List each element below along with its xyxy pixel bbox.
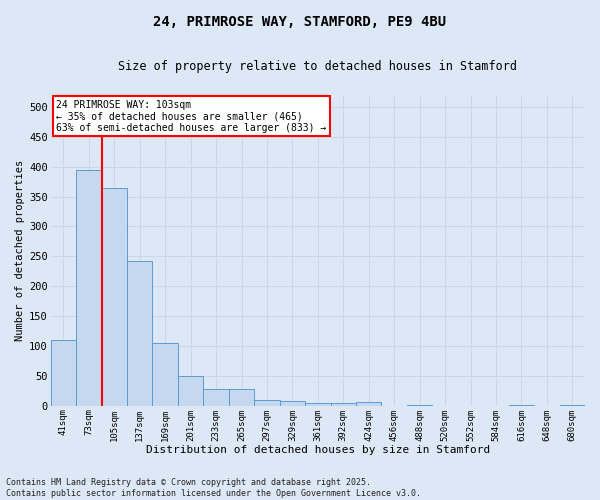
- X-axis label: Distribution of detached houses by size in Stamford: Distribution of detached houses by size …: [146, 445, 490, 455]
- Bar: [127, 261, 152, 406]
- Bar: [560, 404, 585, 406]
- Bar: [254, 400, 280, 406]
- Text: 24 PRIMROSE WAY: 103sqm
← 35% of detached houses are smaller (465)
63% of semi-d: 24 PRIMROSE WAY: 103sqm ← 35% of detache…: [56, 100, 326, 133]
- Text: Contains HM Land Registry data © Crown copyright and database right 2025.
Contai: Contains HM Land Registry data © Crown c…: [6, 478, 421, 498]
- Bar: [356, 402, 382, 406]
- Bar: [203, 389, 229, 406]
- Bar: [331, 403, 356, 406]
- Bar: [50, 340, 76, 406]
- Bar: [101, 188, 127, 406]
- Bar: [407, 404, 433, 406]
- Bar: [509, 404, 534, 406]
- Text: 24, PRIMROSE WAY, STAMFORD, PE9 4BU: 24, PRIMROSE WAY, STAMFORD, PE9 4BU: [154, 15, 446, 29]
- Title: Size of property relative to detached houses in Stamford: Size of property relative to detached ho…: [118, 60, 517, 73]
- Bar: [76, 170, 101, 406]
- Y-axis label: Number of detached properties: Number of detached properties: [15, 160, 25, 341]
- Bar: [280, 401, 305, 406]
- Bar: [152, 343, 178, 406]
- Bar: [229, 389, 254, 406]
- Bar: [178, 376, 203, 406]
- Bar: [305, 403, 331, 406]
